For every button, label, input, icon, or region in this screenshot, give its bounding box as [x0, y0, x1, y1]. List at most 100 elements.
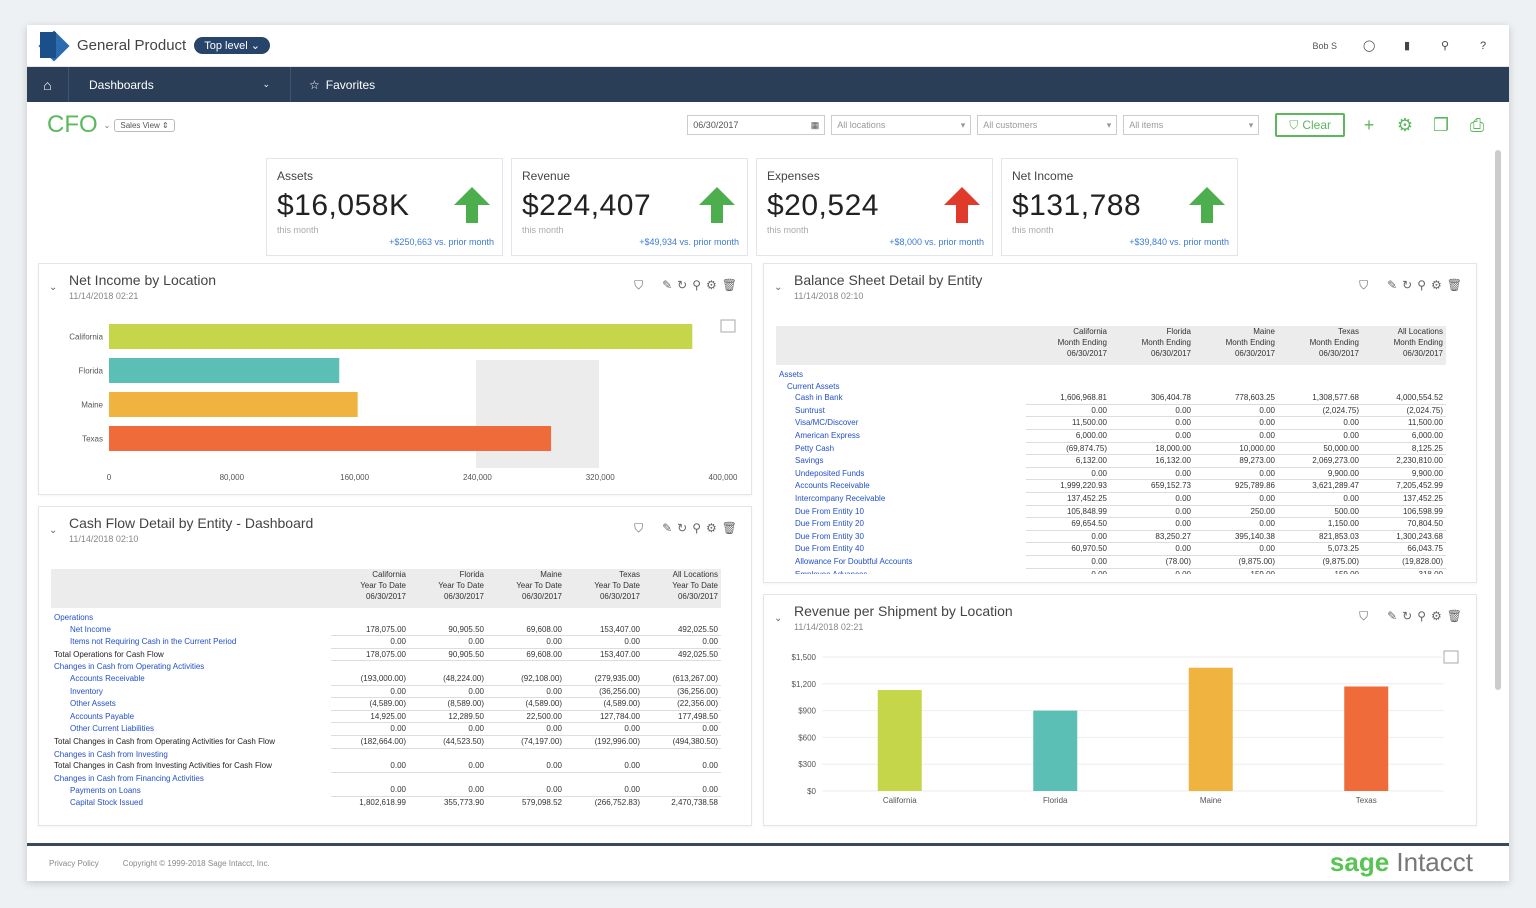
view-select[interactable]: Sales View ⇕ [114, 118, 175, 132]
calendar-icon[interactable]: ▦ [810, 119, 820, 130]
zoom-icon[interactable]: ⚲ [692, 521, 701, 535]
chat-icon[interactable]: ◯ [1363, 40, 1376, 52]
balance-sheet-table-container[interactable]: California Month Ending 06/30/2017 Florida M… [776, 326, 1460, 574]
value-cell: 70,804.50 [1362, 517, 1446, 531]
refresh-icon[interactable]: ↻ [1402, 609, 1413, 623]
customers-select[interactable]: All customers ▾ [977, 115, 1118, 135]
table-row[interactable]: Employee Advances 0.00 0.00 159.00 159.00 318… [776, 568, 1446, 574]
table-row[interactable]: Changes in Cash from Financing Activitie… [51, 773, 721, 785]
help-icon[interactable]: ? [1479, 39, 1487, 52]
table-row[interactable]: Petty Cash (69,874.75) 18,000.00 10,000.00 5… [776, 442, 1446, 456]
value-cell: 3,621,289.47 [1278, 479, 1362, 493]
delete-icon[interactable]: 🗑 [1446, 609, 1462, 623]
kpi-card-revenue[interactable]: Revenue $224,407 this month +$49,934 vs.… [511, 158, 748, 256]
locations-select[interactable]: All locations ▾ [831, 115, 972, 135]
value-cell: 177,498.50 [643, 710, 721, 724]
collapse-icon[interactable]: ⌄ [49, 525, 58, 536]
items-placeholder: All items [1129, 120, 1164, 130]
copy-icon[interactable]: ❐ [1432, 114, 1450, 135]
table-row[interactable]: Changes in Cash from Investing [51, 749, 721, 761]
table-row[interactable]: Undeposited Funds 0.00 0.00 0.00 9,900.00 9,9… [776, 467, 1446, 481]
value-cell: 10,000.00 [1194, 442, 1278, 456]
table-row[interactable]: Payments on Loans 0.00 0.00 0.00 0.00 0.00 [51, 784, 721, 797]
nav-favorites[interactable]: ☆ Favorites [291, 78, 375, 92]
search-icon[interactable]: ⚲ [1440, 40, 1450, 52]
bookmark-icon[interactable]: ▮ [1403, 40, 1411, 52]
table-row[interactable]: Other Assets (4,589.00) (8,589.00) (4,589.0… [51, 697, 721, 711]
collapse-icon[interactable]: ⌄ [774, 282, 783, 293]
edit-icon[interactable]: ✎ [662, 278, 673, 292]
table-row[interactable]: Accounts Receivable 1,999,220.93 659,152.7… [776, 479, 1446, 493]
nav-dashboards[interactable]: Dashboards ⌄ [69, 67, 291, 102]
chevron-down-icon[interactable]: ⌄ [103, 120, 111, 130]
table-row[interactable]: Total Operations for Cash Flow 178,075.00… [51, 648, 721, 662]
collapse-icon[interactable]: ⌄ [49, 282, 58, 293]
privacy-link[interactable]: Privacy Policy [49, 859, 99, 868]
filter-icon[interactable]: ⛉ [1359, 609, 1369, 623]
page-scrollbar[interactable] [1495, 150, 1501, 690]
user-name[interactable]: Bob S [1312, 40, 1337, 51]
table-row[interactable]: Total Changes in Cash from Operating Act… [51, 735, 721, 749]
edit-icon[interactable]: ✎ [662, 521, 673, 535]
filter-icon[interactable]: ⛉ [634, 521, 644, 535]
table-row[interactable]: Accounts Receivable (193,000.00) (48,224.0… [51, 672, 721, 686]
table-row[interactable]: Intercompany Receivable 137,452.25 0.00 0.0… [776, 492, 1446, 506]
table-row[interactable]: American Express 6,000.00 0.00 0.00 0.00 6,00… [776, 429, 1446, 443]
home-icon[interactable]: ⌂ [27, 67, 69, 102]
settings-icon[interactable]: ⚙ [1431, 278, 1442, 292]
app-logo[interactable] [38, 29, 70, 62]
delete-icon[interactable]: 🗑 [721, 278, 737, 292]
table-row[interactable]: Current Assets [776, 381, 1446, 393]
row-label: American Express [795, 430, 860, 440]
filter-icon[interactable]: ⛉ [634, 278, 644, 292]
table-row[interactable]: Other Current Liabilities 0.00 0.00 0.00 0.0… [51, 722, 721, 736]
kpi-card-assets[interactable]: Assets $16,058K this month +$250,663 vs.… [266, 158, 503, 256]
settings-icon[interactable]: ⚙ [1431, 609, 1442, 623]
gear-icon[interactable]: ⚙ [1396, 114, 1414, 135]
table-row[interactable]: Visa/MC/Discover 11,500.00 0.00 0.00 0.00 11,… [776, 416, 1446, 430]
level-selector[interactable]: Top level ⌄ [194, 37, 270, 54]
table-row[interactable]: Due From Entity 20 69,654.50 0.00 0.00 1,150… [776, 517, 1446, 531]
table-row[interactable]: Due From Entity 10 105,848.99 0.00 250.00 50… [776, 505, 1446, 519]
delete-icon[interactable]: 🗑 [721, 521, 737, 535]
delete-icon[interactable]: 🗑 [1446, 278, 1462, 292]
date-field[interactable]: 06/30/2017 ▦ [687, 115, 826, 135]
kpi-card-expenses[interactable]: Expenses $20,524 this month +$8,000 vs. … [756, 158, 993, 256]
settings-icon[interactable]: ⚙ [706, 521, 717, 535]
zoom-icon[interactable]: ⚲ [1417, 609, 1426, 623]
refresh-icon[interactable]: ↻ [1402, 278, 1413, 292]
refresh-icon[interactable]: ↻ [677, 521, 688, 535]
table-row[interactable]: Cash in Bank 1,606,968.81 306,404.78 778,60… [776, 392, 1446, 405]
cash-flow-table-container[interactable]: California Year To Date 06/30/2017 Florida Y… [51, 569, 735, 809]
items-select[interactable]: All items ▾ [1123, 115, 1260, 135]
table-row[interactable]: Items not Requiring Cash in the Current … [51, 635, 721, 649]
table-row[interactable]: Capital Stock Issued 1,802,618.99 355,773.… [51, 796, 721, 809]
kpi-card-net-income[interactable]: Net Income $131,788 this month +$39,840 … [1001, 158, 1238, 256]
table-row[interactable]: Suntrust 0.00 0.00 0.00 (2,024.75) (2,024.75) [776, 404, 1446, 418]
collapse-icon[interactable]: ⌄ [774, 613, 783, 624]
table-row[interactable]: Due From Entity 30 0.00 83,250.27 395,140.3… [776, 530, 1446, 544]
table-row[interactable]: Accounts Payable 14,925.00 12,289.50 22,500… [51, 710, 721, 724]
table-row[interactable]: Due From Entity 40 60,970.50 0.00 0.00 5,073… [776, 542, 1446, 556]
add-icon[interactable]: + [1363, 114, 1375, 135]
table-row[interactable]: Savings 6,132.00 16,132.00 89,273.00 2,069,2… [776, 454, 1446, 468]
value-cell: 1,150.00 [1278, 517, 1362, 531]
table-row[interactable]: Changes in Cash from Operating Activitie… [51, 661, 721, 673]
refresh-icon[interactable]: ↻ [677, 278, 688, 292]
table-row[interactable]: Total Changes in Cash from Investing Act… [51, 760, 721, 773]
print-icon[interactable]: ⎙ [1469, 114, 1485, 135]
value-cell: (4,589.00) [487, 697, 565, 711]
edit-icon[interactable]: ✎ [1387, 278, 1398, 292]
edit-icon[interactable]: ✎ [1387, 609, 1398, 623]
table-row[interactable]: Operations [51, 612, 721, 624]
table-row[interactable]: Inventory 0.00 0.00 0.00 (36,256.00) (36,256.… [51, 685, 721, 699]
filter-icon[interactable]: ⛉ [1359, 278, 1369, 292]
table-row[interactable]: Assets [776, 369, 1446, 381]
table-row[interactable]: Net Income 178,075.00 90,905.50 69,608.00 15… [51, 623, 721, 637]
zoom-icon[interactable]: ⚲ [1417, 278, 1426, 292]
value-cell: 0.00 [487, 760, 565, 773]
clear-filters-button[interactable]: ⛉ Clear [1275, 113, 1345, 137]
table-row[interactable]: Allowance For Doubtful Accounts 0.00 (78.0… [776, 555, 1446, 569]
zoom-icon[interactable]: ⚲ [692, 278, 701, 292]
settings-icon[interactable]: ⚙ [706, 278, 717, 292]
